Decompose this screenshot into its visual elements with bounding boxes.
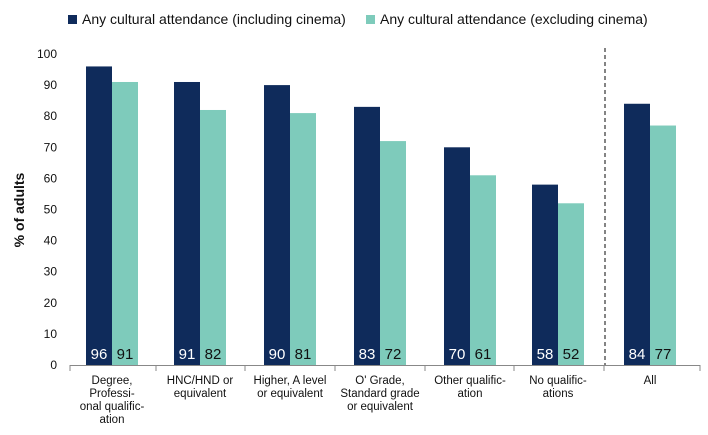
- bar-including-cinema: [354, 106, 380, 366]
- data-label: 72: [385, 346, 402, 363]
- legend-swatch-including-cinema: [68, 14, 77, 24]
- bar-including-cinema: [624, 103, 650, 365]
- bar-including-cinema: [86, 66, 112, 365]
- y-tick-label: 50: [44, 203, 58, 217]
- data-label: 91: [117, 346, 134, 363]
- data-label: 82: [205, 346, 222, 363]
- legend-label-excluding-cinema: Any cultural attendance (excluding cinem…: [380, 11, 648, 27]
- data-label: 81: [295, 346, 312, 363]
- x-category-label: Degree, Professi-onal qualific-ation: [80, 375, 145, 426]
- x-category-label: O' Grade, Standard grade or equivalent: [340, 375, 419, 413]
- y-tick-label: 80: [44, 109, 58, 123]
- y-tick-label: 30: [44, 265, 58, 279]
- data-label: 77: [655, 346, 672, 363]
- bar-excluding-cinema: [470, 175, 496, 365]
- y-tick-label: 100: [37, 47, 57, 61]
- bar-including-cinema: [532, 184, 558, 365]
- data-label: 91: [179, 346, 196, 363]
- chart-legend: Any cultural attendance (including cinem…: [0, 8, 708, 30]
- y-tick-label: 0: [50, 358, 57, 372]
- y-axis-label: % of adults: [11, 172, 27, 247]
- data-label: 70: [449, 346, 466, 363]
- y-tick-label: 60: [44, 171, 58, 185]
- bar-including-cinema: [264, 85, 290, 365]
- y-tick-label: 10: [44, 327, 58, 341]
- legend-swatch-excluding-cinema: [366, 14, 375, 24]
- legend-item-excluding-cinema: Any cultural attendance (excluding cinem…: [366, 10, 648, 28]
- bar-excluding-cinema: [290, 113, 316, 365]
- x-category-label: HNC/HND or equivalent: [167, 375, 234, 400]
- data-label: 90: [269, 346, 286, 363]
- x-category-label: Higher, A level or equivalent: [254, 375, 327, 400]
- x-category-label: All: [644, 375, 657, 387]
- legend-item-including-cinema: Any cultural attendance (including cinem…: [68, 10, 346, 28]
- data-label: 84: [629, 346, 646, 363]
- y-tick-label: 90: [44, 78, 58, 92]
- bar-excluding-cinema: [558, 203, 584, 365]
- bar-excluding-cinema: [380, 141, 406, 365]
- data-label: 52: [563, 346, 580, 363]
- x-category-label: Other qualific-ation: [434, 375, 506, 400]
- bar-excluding-cinema: [112, 81, 138, 366]
- y-tick-label: 20: [44, 296, 58, 310]
- y-tick-label: 40: [44, 234, 58, 248]
- bar-including-cinema: [444, 147, 470, 365]
- data-label: 83: [359, 346, 376, 363]
- bar-including-cinema: [174, 81, 200, 366]
- bar-excluding-cinema: [650, 125, 676, 365]
- x-category-label: No qualific-ations: [529, 375, 587, 400]
- bar-excluding-cinema: [200, 109, 226, 365]
- data-label: 61: [475, 346, 492, 363]
- legend-label-including-cinema: Any cultural attendance (including cinem…: [82, 11, 346, 27]
- y-tick-label: 70: [44, 140, 58, 154]
- data-label: 58: [537, 346, 554, 363]
- data-label: 96: [91, 346, 108, 363]
